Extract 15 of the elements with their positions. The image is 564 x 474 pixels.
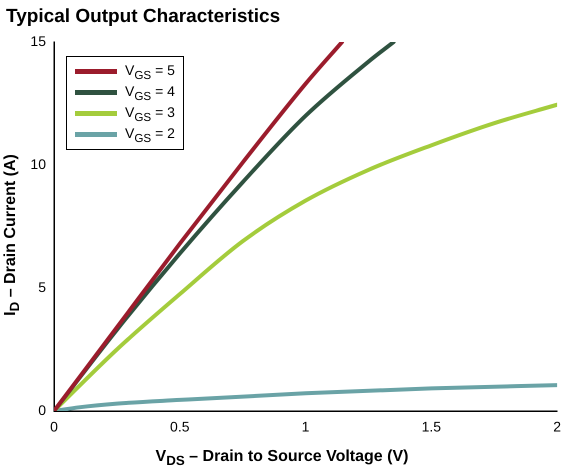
y-tick-label: 0 (38, 402, 46, 418)
legend-label: V$_{GS}$ = 2 (125, 124, 175, 144)
x-tick-label: 1 (302, 418, 310, 434)
legend-label: V$_{GS}$ = 4 (125, 82, 175, 102)
x-tick-label: 0.5 (170, 418, 190, 434)
x-tick-label: 0 (50, 418, 58, 434)
legend-label: V$_{GS}$ = 5 (125, 62, 175, 82)
y-tick-label: 5 (38, 278, 46, 295)
x-axis-title: V$_{DS}$ – Drain to Source Voltage (V) (154, 448, 410, 468)
y-tick-label: 15 (30, 32, 46, 49)
y-tick-label: 10 (30, 156, 46, 172)
x-tick-label: 1.5 (422, 418, 442, 434)
x-tick-label: 2 (553, 418, 562, 434)
legend-label: V$_{GS}$ = 3 (125, 104, 175, 124)
chart-title: Typical Output Characteristics (6, 6, 280, 28)
